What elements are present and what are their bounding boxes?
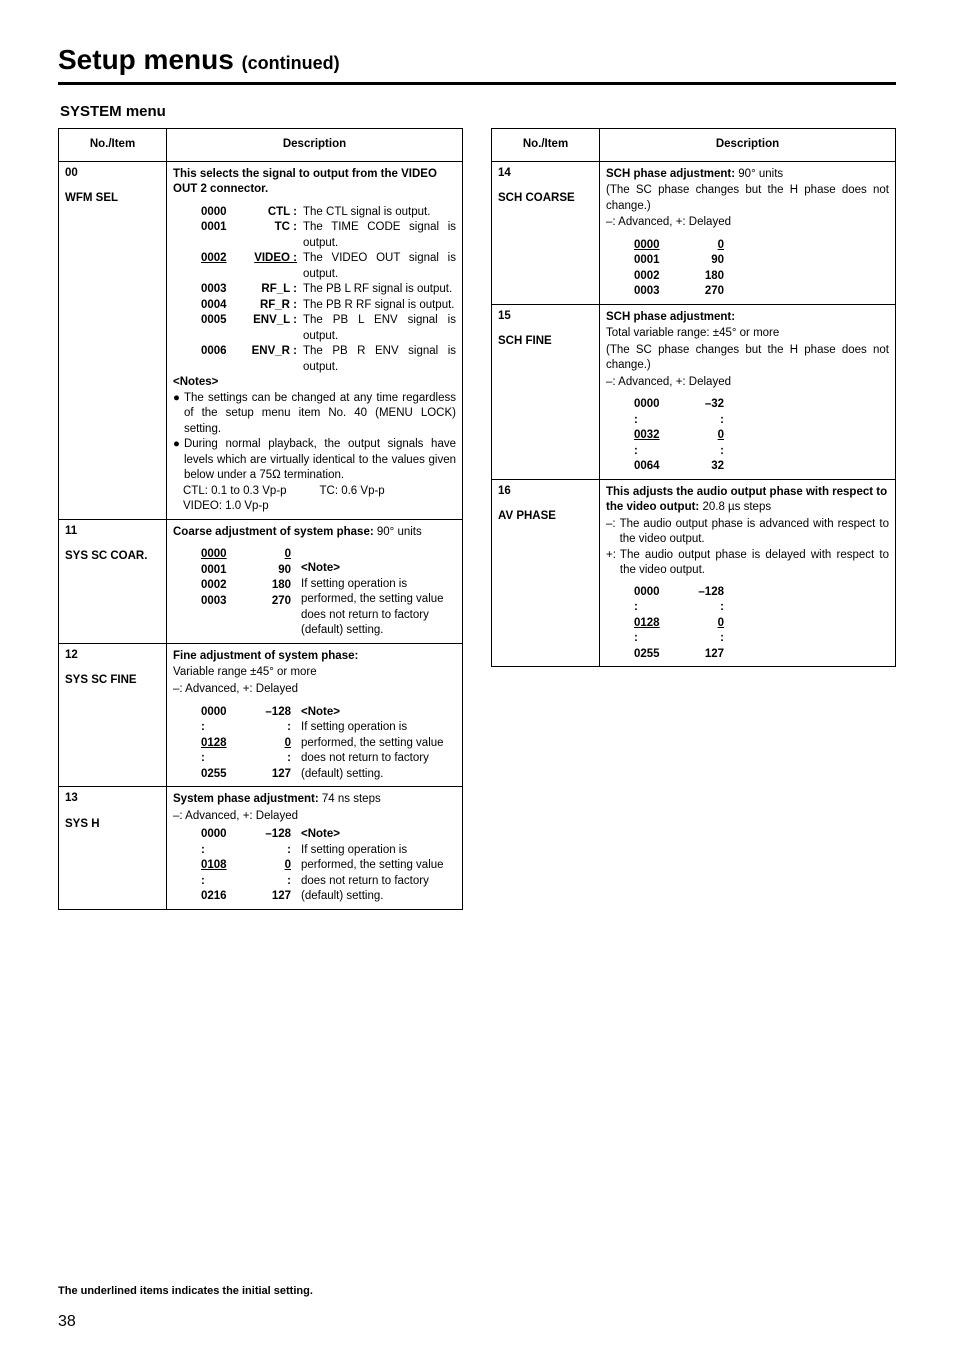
footer-note: The underlined items indicates the initi… xyxy=(58,1285,313,1297)
left-column: No./Item Description 00 WFM SEL This sel… xyxy=(58,128,463,910)
section-title: SYSTEM menu xyxy=(60,103,896,120)
row-12: 12 SYS SC FINE Fine adjustment of system… xyxy=(59,643,463,786)
columns: No./Item Description 00 WFM SEL This sel… xyxy=(58,128,896,910)
header-noitem: No./Item xyxy=(492,129,600,162)
row-13: 13 SYS H System phase adjustment: 74 ns … xyxy=(59,787,463,910)
row-00-intro: This selects the signal to output from t… xyxy=(173,167,456,198)
title-rule xyxy=(58,82,896,85)
title-main: Setup menus xyxy=(58,44,234,75)
row-00-opts: 0000CTL :The CTL signal is output. 0001T… xyxy=(173,205,456,376)
row-15: 15 SCH FINE SCH phase adjustment: Total … xyxy=(492,304,896,479)
page: Setup menus (continued) SYSTEM menu No./… xyxy=(0,0,954,1351)
row-00-notes-label: <Notes> xyxy=(173,375,456,391)
row-16: 16 AV PHASE This adjusts the audio outpu… xyxy=(492,479,896,667)
row-00-id: 00 xyxy=(65,166,160,182)
page-title: Setup menus (continued) xyxy=(58,44,896,76)
row-00-note1: ●The settings can be changed at any time… xyxy=(173,391,456,438)
row-00: 00 WFM SEL This selects the signal to ou… xyxy=(59,161,463,519)
row-00-name: WFM SEL xyxy=(65,191,160,207)
left-table: No./Item Description 00 WFM SEL This sel… xyxy=(58,128,463,910)
right-column: No./Item Description 14 SCH COARSE SCH p… xyxy=(491,128,896,910)
header-noitem: No./Item xyxy=(59,129,167,162)
header-description: Description xyxy=(167,129,463,162)
page-number: 38 xyxy=(58,1313,76,1331)
table-header-row: No./Item Description xyxy=(492,129,896,162)
row-00-desc: This selects the signal to output from t… xyxy=(167,161,463,519)
table-header-row: No./Item Description xyxy=(59,129,463,162)
header-description: Description xyxy=(600,129,896,162)
right-table: No./Item Description 14 SCH COARSE SCH p… xyxy=(491,128,896,667)
row-00-id-cell: 00 WFM SEL xyxy=(59,161,167,519)
title-continued: (continued) xyxy=(242,53,340,73)
row-11: 11 SYS SC COAR. Coarse adjustment of sys… xyxy=(59,519,463,643)
row-00-note2: ●During normal playback, the output sign… xyxy=(173,437,456,484)
row-14: 14 SCH COARSE SCH phase adjustment: 90° … xyxy=(492,161,896,304)
